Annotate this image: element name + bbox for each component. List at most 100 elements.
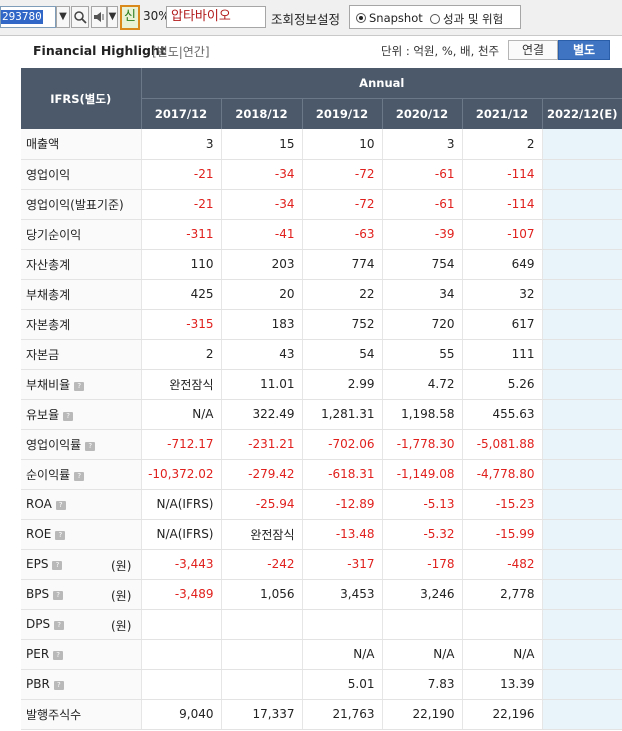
value-cell: 183 [220, 309, 302, 340]
value-cell: 54 [301, 339, 382, 370]
row-label-cell: EPS? (원) [21, 549, 141, 580]
value-cell: 4.72 [381, 369, 462, 400]
row-label-cell: 영업이익 [21, 159, 141, 190]
value-cell [541, 399, 622, 430]
value-cell: 13.39 [461, 669, 542, 700]
value-cell: -10,372.02 [140, 459, 221, 490]
value-cell [541, 159, 622, 190]
help-icon[interactable]: ? [53, 681, 64, 690]
value-cell: -13.48 [301, 519, 382, 550]
row-label-cell: 영업이익(발표기준) [21, 189, 141, 220]
row-label-cell: 부채총계 [21, 279, 141, 310]
help-icon[interactable]: ? [53, 651, 64, 660]
value-cell: -315 [140, 309, 221, 340]
year-header[interactable]: 2022/12(E) [541, 98, 622, 129]
radio-risk[interactable]: 성과 및 위험 [430, 11, 503, 27]
row-label-cell: PBR? [21, 669, 141, 700]
help-icon[interactable]: ? [74, 381, 85, 391]
row-label: ROA [26, 497, 52, 511]
value-cell: 32 [461, 279, 542, 310]
stock-code-input[interactable]: 293780 [0, 6, 56, 28]
value-cell: 완전잠식 [140, 369, 221, 400]
value-cell: -15.23 [461, 489, 542, 520]
year-header[interactable]: 2017/12 [140, 98, 221, 129]
value-cell: 1,198.58 [381, 399, 462, 430]
tab-consolidated[interactable]: 연결 [508, 40, 558, 60]
value-cell [541, 309, 622, 340]
value-cell: 2,778 [461, 579, 542, 610]
tab-separate[interactable]: 별도 [558, 40, 610, 60]
year-header[interactable]: 2019/12 [301, 98, 382, 129]
help-icon[interactable]: ? [55, 501, 66, 510]
value-cell: -21 [140, 189, 221, 220]
table-row: DPS? (원) [21, 609, 622, 640]
stock-code-value: 293780 [1, 10, 43, 24]
row-label: 발행주식수 [26, 707, 82, 722]
table-row: 순이익률? -10,372.02 -279.42 -618.31 -1,149.08 -4… [21, 459, 622, 490]
value-cell: -712.17 [140, 429, 221, 460]
value-cell: -3,443 [140, 549, 221, 580]
radio-selected-icon [356, 13, 366, 23]
year-header[interactable]: 2020/12 [381, 98, 462, 129]
value-cell: -15.99 [461, 519, 542, 550]
value-cell [140, 639, 221, 670]
radio-risk-label: 성과 및 위험 [443, 12, 504, 26]
value-cell: -12.89 [301, 489, 382, 520]
row-unit: (원) [111, 559, 132, 573]
help-icon[interactable]: ? [85, 441, 96, 451]
table-row: 자본총계 -315 183 752 720 617 [21, 309, 622, 340]
value-cell: -39 [381, 219, 462, 250]
help-icon[interactable]: ? [52, 561, 63, 570]
value-cell: -178 [381, 549, 462, 580]
new-window-button[interactable]: 신 [120, 5, 140, 30]
radio-snapshot-label: Snapshot [369, 11, 423, 25]
help-icon[interactable]: ? [55, 531, 66, 540]
year-header[interactable]: 2018/12 [220, 98, 302, 129]
value-cell: -34 [220, 189, 302, 220]
speaker-button[interactable] [91, 6, 107, 28]
row-label-cell: 영업이익률? [21, 429, 141, 460]
value-cell: 22,190 [381, 699, 462, 730]
value-cell [541, 699, 622, 730]
value-cell: -61 [381, 189, 462, 220]
help-icon[interactable]: ? [53, 591, 64, 600]
value-cell: 425 [140, 279, 221, 310]
value-cell: -21 [140, 159, 221, 190]
code-dropdown-button[interactable]: ▼ [56, 6, 70, 28]
table-row: 유보율? N/A 322.49 1,281.31 1,198.58 455.63 [21, 399, 622, 430]
row-unit: (원) [111, 589, 132, 603]
search-button[interactable] [71, 6, 89, 28]
value-cell [541, 639, 622, 670]
row-label: 자본총계 [26, 317, 71, 332]
value-cell: 3,246 [381, 579, 462, 610]
help-icon[interactable]: ? [63, 411, 74, 421]
value-cell: 5.01 [301, 669, 382, 700]
value-cell: 5.26 [461, 369, 542, 400]
value-cell: -114 [461, 159, 542, 190]
value-cell: -72 [301, 159, 382, 190]
toolbar: 293780 ▼ ▼ 신 30% 압타바이오 조회정보설정 Snapshot 성… [0, 0, 622, 36]
table-row: 당기순이익 -311 -41 -63 -39 -107 [21, 219, 622, 250]
row-label: 영업이익(발표기준) [26, 197, 124, 212]
year-header[interactable]: 2021/12 [461, 98, 542, 129]
value-cell: 3 [381, 129, 462, 160]
value-cell: N/A(IFRS) [140, 489, 221, 520]
value-cell: -1,149.08 [381, 459, 462, 490]
value-cell [541, 579, 622, 610]
value-cell [541, 489, 622, 520]
value-cell [461, 609, 542, 640]
help-icon[interactable]: ? [74, 471, 85, 481]
radio-unselected-icon [430, 14, 440, 24]
table-row: PBR? 5.01 7.83 13.39 [21, 669, 622, 700]
speaker-dropdown-button[interactable]: ▼ [107, 6, 118, 28]
row-label: 영업이익 [26, 167, 71, 182]
row-label-cell: BPS? (원) [21, 579, 141, 610]
row-label: 영업이익률 [26, 437, 82, 452]
help-icon[interactable]: ? [54, 621, 65, 630]
section-title: Financial Highlight [33, 43, 166, 58]
row-label: PER [26, 647, 50, 661]
annual-header: Annual [141, 68, 622, 99]
company-name-field[interactable]: 압타바이오 [166, 6, 266, 28]
value-cell [381, 609, 462, 640]
radio-snapshot[interactable]: Snapshot [356, 11, 423, 25]
